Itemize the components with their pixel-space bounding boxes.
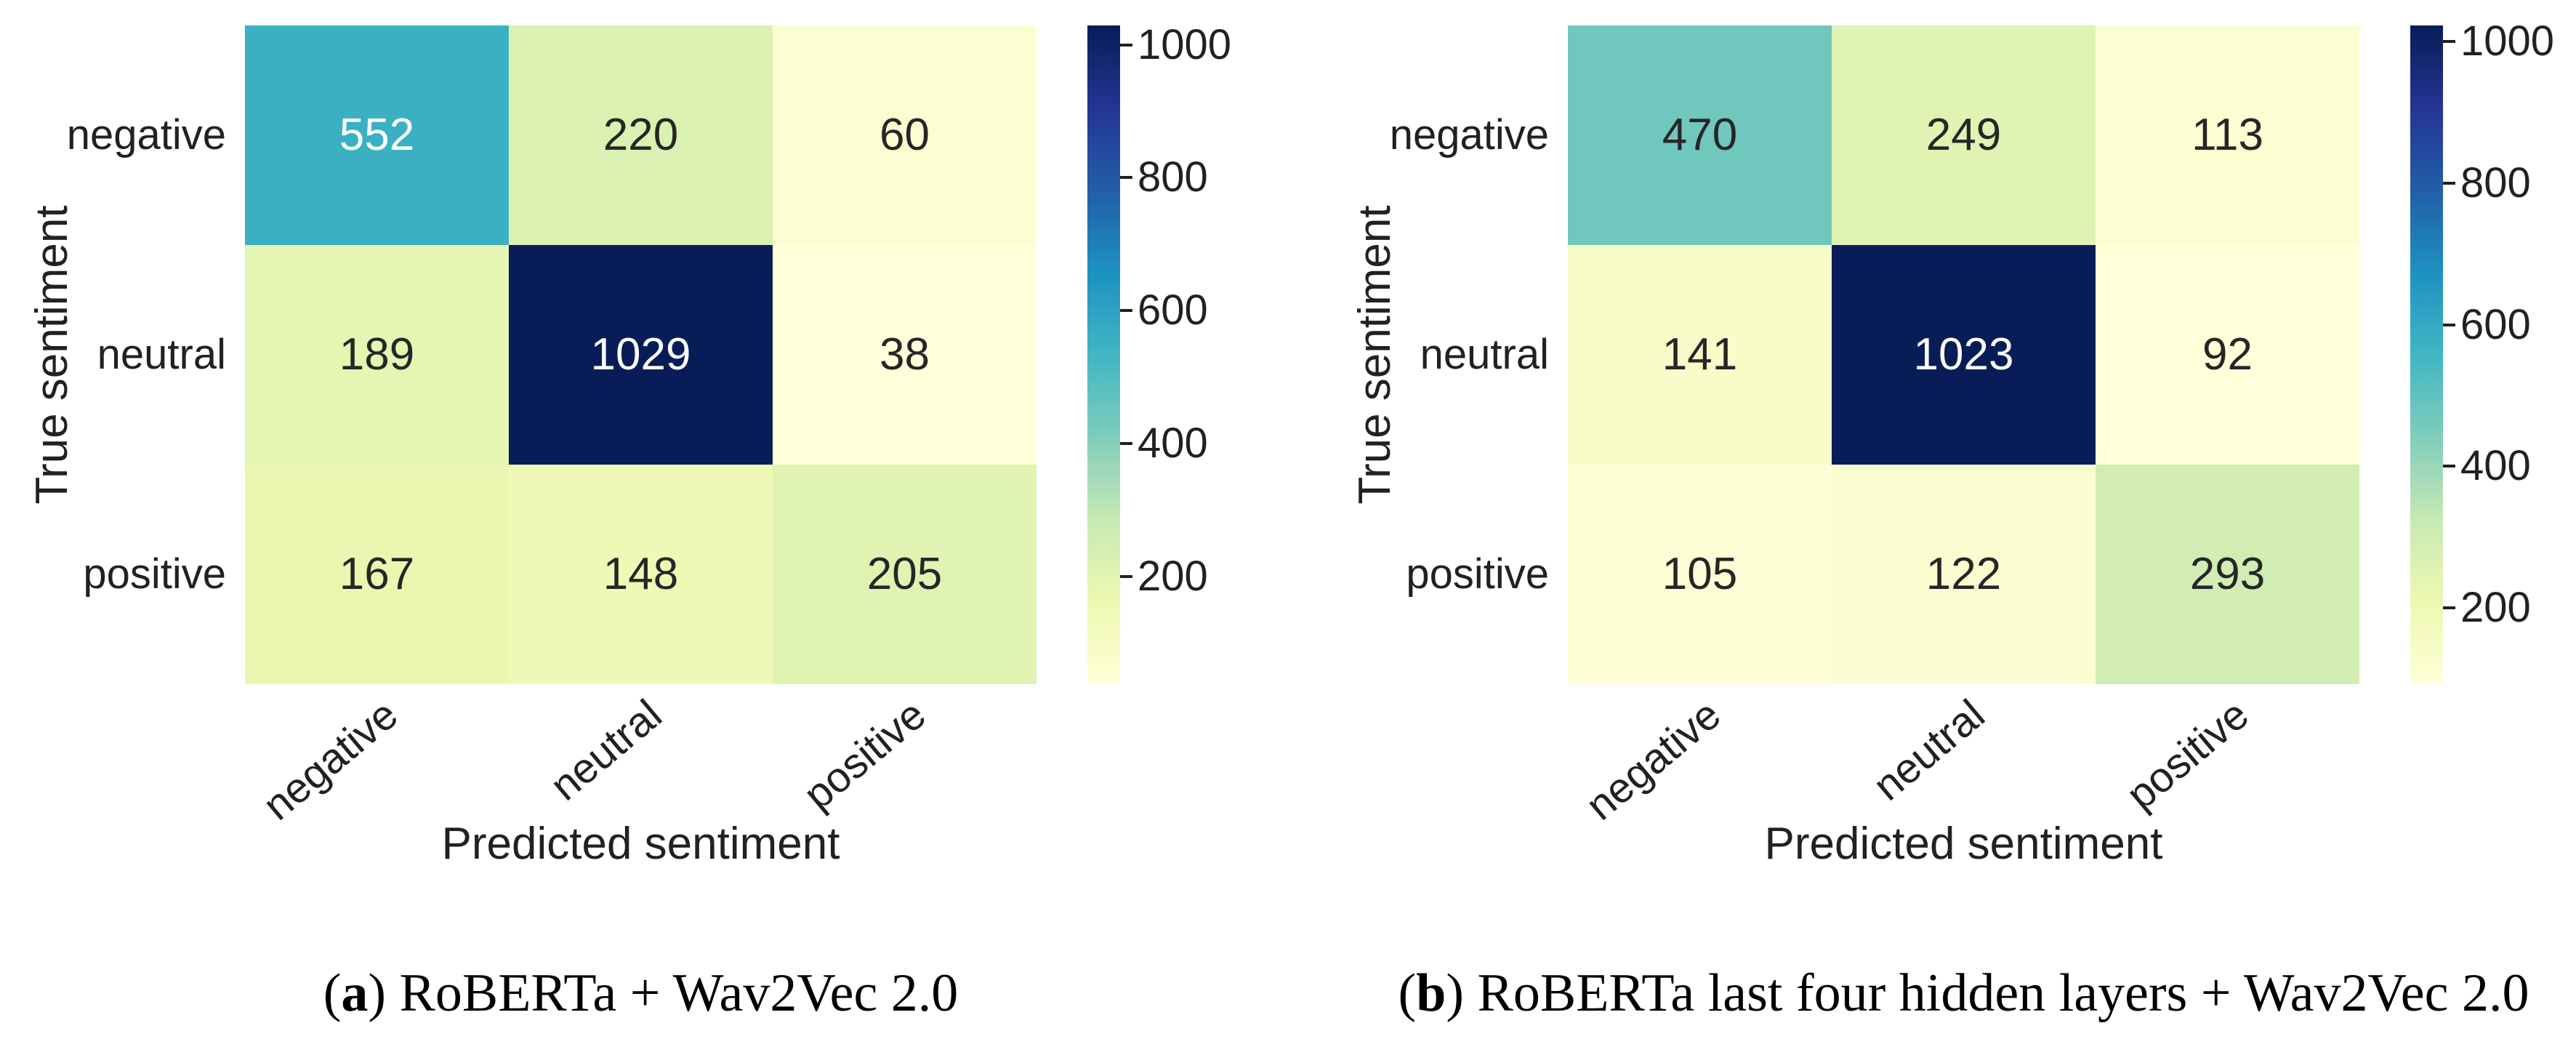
heatmap-cell <box>2096 25 2359 245</box>
heatmap-cell <box>245 465 509 684</box>
y-tick-label: negative <box>66 111 226 159</box>
caption-text: ) RoBERTa last four hidden layers + Wav2… <box>1446 963 2529 1023</box>
cell-value: 552 <box>339 110 415 160</box>
heatmap-cell <box>1832 245 2096 465</box>
heatmap-cell <box>245 245 509 465</box>
cell-value: 92 <box>2202 329 2253 380</box>
heatmap-cell <box>1832 25 2096 245</box>
y-tick-label: neutral <box>1420 331 1549 378</box>
x-axis-label: Predicted sentiment <box>1764 819 2163 869</box>
cell-value: 105 <box>1662 549 1738 599</box>
cell-value: 220 <box>603 110 679 160</box>
colorbar <box>2410 25 2443 684</box>
colorbar-tick-mark <box>2443 182 2455 185</box>
caption-panel-letter: a <box>341 963 369 1023</box>
cell-value: 470 <box>1662 110 1738 160</box>
colorbar <box>1087 25 1120 684</box>
heatmap-cell <box>773 245 1037 465</box>
colorbar-tick-label: 200 <box>1138 552 1208 600</box>
colorbar-tick-mark <box>2443 323 2455 326</box>
colorbar-tick-label: 400 <box>1138 420 1208 468</box>
colorbar-tick-mark <box>1120 176 1132 180</box>
cell-value: 249 <box>1925 110 2002 160</box>
cell-value: 205 <box>866 549 943 599</box>
y-tick-label: positive <box>83 550 226 598</box>
colorbar-tick-label: 800 <box>1138 153 1208 201</box>
heatmap-cell <box>509 465 773 684</box>
heatmap-cell <box>245 25 509 245</box>
colorbar-tick-mark <box>1120 309 1132 313</box>
x-axis-label: Predicted sentiment <box>441 819 840 869</box>
heatmap-cell <box>1568 245 1832 465</box>
caption-paren-open: ( <box>1398 963 1417 1023</box>
cell-value: 1029 <box>590 329 691 380</box>
caption-panel-letter: b <box>1416 963 1446 1023</box>
y-tick-label: negative <box>1389 111 1549 159</box>
y-tick-label: positive <box>1406 550 1549 598</box>
cell-value: 122 <box>1925 549 2002 599</box>
colorbar-tick-label: 800 <box>2460 159 2531 206</box>
cell-value: 167 <box>339 549 415 599</box>
colorbar-tick-mark <box>2443 40 2455 44</box>
heatmap-cell <box>509 25 773 245</box>
heatmap-cell <box>2096 245 2359 465</box>
heatmap-cell <box>1568 25 1832 245</box>
heatmap-cell <box>773 25 1037 245</box>
colorbar-tick-label: 600 <box>2460 300 2531 348</box>
colorbar-tick-label: 200 <box>2460 583 2531 631</box>
colorbar-tick-mark <box>1120 442 1132 446</box>
cell-value: 1023 <box>1913 329 2014 380</box>
cell-value: 148 <box>603 549 679 599</box>
cell-value: 38 <box>880 329 930 380</box>
heatmap-cell <box>773 465 1037 684</box>
heatmap-cell <box>1832 465 2096 684</box>
colorbar-tick-mark <box>2443 465 2455 468</box>
colorbar-tick-mark <box>2443 606 2455 609</box>
x-tick-label: positive <box>2117 690 2258 819</box>
panel-caption: (a) RoBERTa + Wav2Vec 2.0 <box>323 963 959 1024</box>
x-tick-label: negative <box>1577 690 1730 830</box>
heatmap-cell <box>509 245 773 465</box>
cell-value: 60 <box>880 110 930 160</box>
colorbar-tick-mark <box>1120 43 1132 47</box>
colorbar-tick-label: 1000 <box>2460 17 2555 65</box>
cell-value: 189 <box>339 329 415 380</box>
heatmap-cell <box>2096 465 2359 684</box>
colorbar-tick-mark <box>1120 574 1132 578</box>
caption-paren-open: ( <box>323 963 342 1023</box>
cell-value: 293 <box>2189 549 2266 599</box>
y-axis-label: True sentiment <box>1350 205 1400 505</box>
panel-caption: (b) RoBERTa last four hidden layers + Wa… <box>1398 963 2529 1024</box>
cell-value: 113 <box>2191 110 2263 160</box>
caption-text: ) RoBERTa + Wav2Vec 2.0 <box>368 963 959 1023</box>
heatmap-cell <box>1568 465 1832 684</box>
cell-value: 141 <box>1662 329 1738 380</box>
colorbar-tick-label: 1000 <box>1138 20 1232 68</box>
colorbar-tick-label: 600 <box>1138 286 1208 334</box>
x-tick-label: neutral <box>1864 690 1994 810</box>
colorbar-tick-label: 400 <box>2460 442 2531 490</box>
y-tick-label: neutral <box>97 331 226 378</box>
